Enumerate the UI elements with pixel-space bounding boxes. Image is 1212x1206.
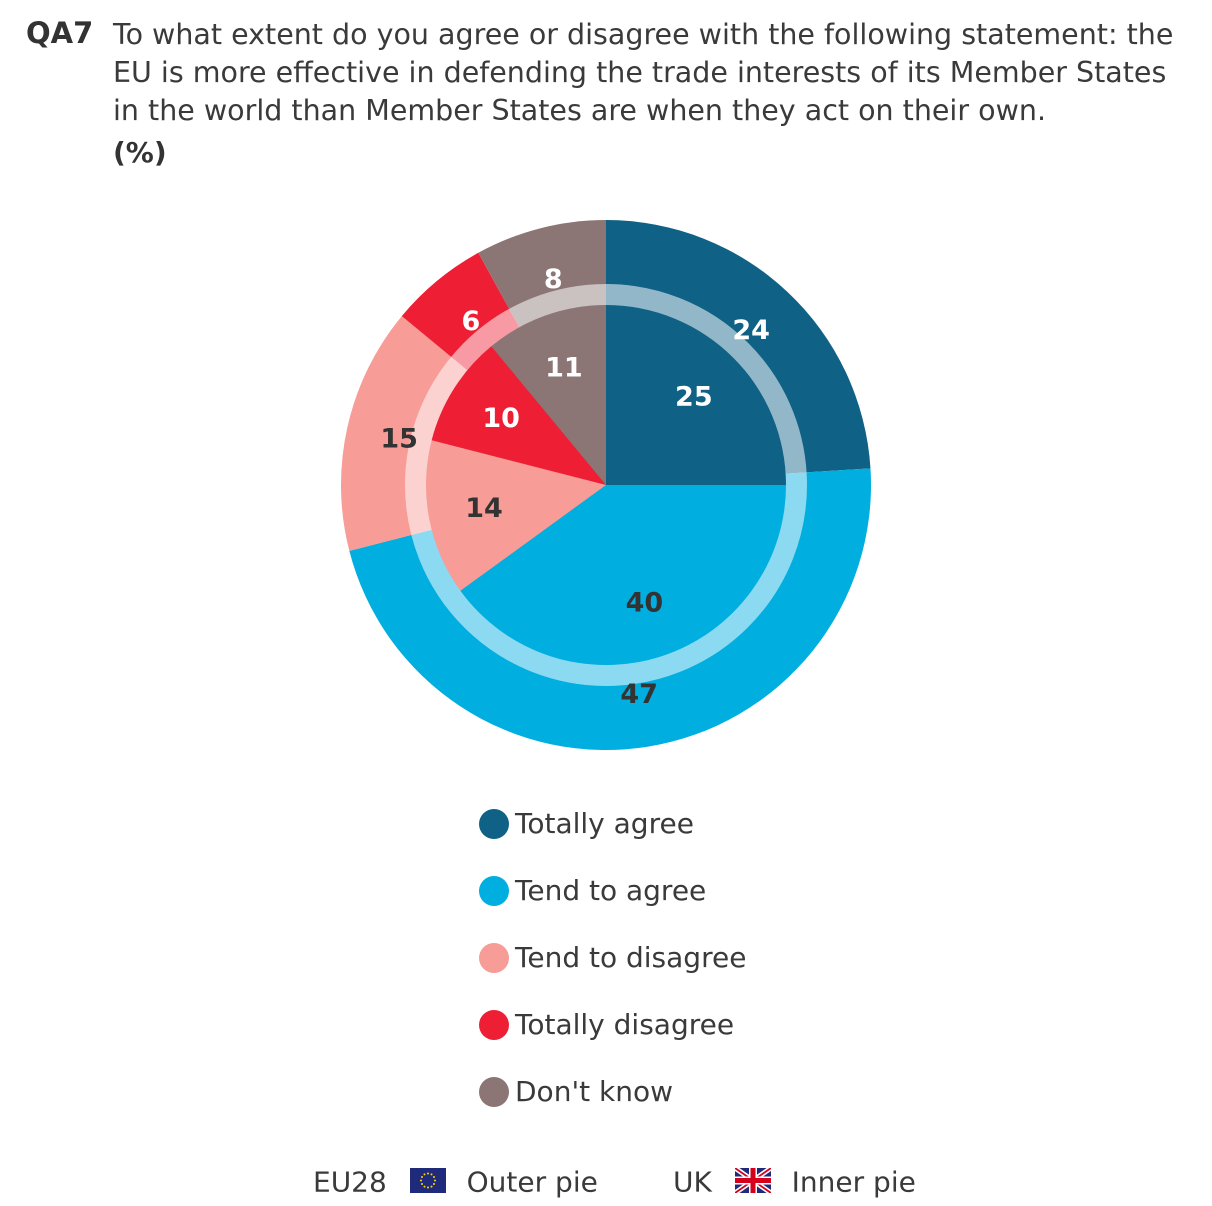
inner-pie-slice [460, 485, 786, 665]
legend-label: Tend to agree [515, 874, 707, 907]
inner-pie-data-label: 10 [482, 403, 520, 434]
legend-label: Tend to disagree [515, 941, 747, 974]
legend-marker [479, 809, 509, 839]
legend-label: Totally disagree [515, 1008, 735, 1041]
inner-pie-slice [431, 346, 606, 485]
legend-item: Totally disagree [479, 1007, 746, 1074]
footer-outer-label: EU28 [313, 1165, 387, 1199]
legend-item: Tend to disagree [479, 940, 746, 1007]
footer-inner-label: UK [673, 1165, 712, 1199]
inner-pie-data-label: 40 [626, 588, 664, 619]
outer-pie-data-label: 15 [380, 423, 418, 454]
legend-label: Don't know [515, 1075, 674, 1108]
question-id: QA7 [26, 16, 94, 50]
inner-pie-data-label: 11 [545, 353, 583, 384]
outer-pie-data-label: 6 [461, 306, 480, 337]
legend-label: Totally agree [515, 807, 694, 840]
legend-marker [479, 1077, 509, 1107]
inner-pie-data-label: 25 [675, 382, 713, 413]
question-text: To what extent do you agree or disagree … [113, 18, 1174, 127]
unit-label: (%) [113, 136, 167, 169]
legend-item: Tend to agree [479, 873, 746, 940]
legend-marker [479, 943, 509, 973]
legend: Totally agree Tend to agree Tend to disa… [479, 806, 746, 1141]
inner-pie-slice [426, 440, 606, 591]
legend-item: Totally agree [479, 806, 746, 873]
inner-pie-border-ring [405, 284, 807, 686]
inner-pie-slice [491, 305, 606, 485]
footer-inner-desc: Inner pie [791, 1165, 916, 1199]
footer-inner-key: UK Inner pie [673, 1164, 916, 1204]
outer-pie-data-label: 24 [732, 315, 770, 346]
inner-pie-slice [606, 305, 786, 485]
outer-pie-data-label: 8 [544, 264, 563, 295]
pie-chart: 24 47 15 6 8 25 40 14 10 11 [340, 220, 872, 751]
inner-pie-data-label: 14 [465, 493, 503, 524]
footer-outer-desc: Outer pie [466, 1165, 598, 1199]
outer-pie-data-label: 47 [620, 679, 658, 710]
footer-outer-key: EU28 Outer pie [313, 1164, 598, 1204]
eu-flag-icon [409, 1167, 446, 1193]
uk-flag-icon [734, 1167, 771, 1193]
legend-marker [479, 876, 509, 906]
legend-item: Don't know [479, 1074, 746, 1141]
legend-marker [479, 1010, 509, 1040]
